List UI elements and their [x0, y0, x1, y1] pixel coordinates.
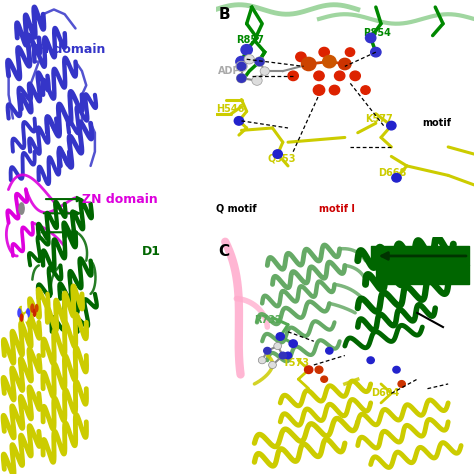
Circle shape [241, 45, 252, 55]
Circle shape [22, 304, 26, 312]
Circle shape [326, 347, 333, 354]
Circle shape [365, 33, 376, 43]
Circle shape [288, 71, 298, 81]
Text: K577: K577 [365, 113, 393, 124]
Text: D1: D1 [141, 245, 161, 258]
Text: R854: R854 [363, 28, 391, 38]
Circle shape [237, 73, 246, 83]
Text: Q553: Q553 [267, 154, 296, 164]
Text: C: C [218, 244, 229, 259]
Circle shape [338, 58, 351, 70]
Circle shape [236, 61, 247, 72]
Circle shape [284, 352, 292, 359]
Circle shape [398, 381, 405, 387]
Circle shape [279, 352, 286, 359]
Circle shape [273, 150, 283, 158]
Text: motif: motif [422, 118, 451, 128]
Circle shape [314, 71, 324, 81]
Text: T573: T573 [283, 357, 310, 368]
Circle shape [255, 58, 264, 66]
Circle shape [19, 203, 24, 214]
Circle shape [315, 366, 323, 374]
Circle shape [274, 342, 282, 350]
Circle shape [361, 86, 370, 94]
Text: D604: D604 [371, 388, 399, 399]
Circle shape [371, 47, 381, 57]
Circle shape [19, 313, 24, 322]
Text: D668: D668 [378, 168, 407, 178]
Circle shape [258, 357, 266, 364]
Text: WH domain: WH domain [25, 43, 105, 56]
Circle shape [255, 57, 265, 66]
Circle shape [35, 304, 38, 312]
Circle shape [367, 357, 374, 364]
Circle shape [323, 55, 336, 68]
Circle shape [276, 333, 284, 340]
Circle shape [301, 57, 316, 71]
Circle shape [260, 67, 269, 75]
Circle shape [346, 48, 355, 56]
Circle shape [269, 361, 276, 369]
Text: Q motif: Q motif [216, 203, 256, 214]
Circle shape [17, 308, 22, 318]
Circle shape [393, 366, 400, 373]
Circle shape [33, 309, 36, 317]
Circle shape [26, 308, 30, 318]
Circle shape [24, 313, 28, 322]
Circle shape [252, 76, 262, 85]
Text: B: B [218, 7, 230, 22]
Text: R857: R857 [237, 35, 264, 46]
Circle shape [296, 52, 306, 62]
Circle shape [237, 74, 246, 82]
Circle shape [329, 85, 340, 95]
Text: R732: R732 [255, 315, 282, 325]
Text: ADP: ADP [218, 66, 241, 76]
Circle shape [319, 47, 329, 57]
Circle shape [304, 366, 313, 374]
Circle shape [237, 63, 246, 71]
Circle shape [234, 117, 244, 125]
Circle shape [392, 173, 401, 182]
Circle shape [313, 85, 325, 95]
Circle shape [244, 55, 255, 64]
Circle shape [236, 56, 247, 67]
Circle shape [321, 376, 328, 382]
Circle shape [387, 121, 396, 130]
Circle shape [289, 340, 297, 347]
Circle shape [264, 347, 271, 354]
Circle shape [30, 303, 35, 313]
Text: ZN domain: ZN domain [82, 192, 158, 206]
Circle shape [350, 71, 360, 81]
Text: motif I: motif I [319, 203, 355, 214]
Circle shape [335, 71, 345, 81]
Text: H546: H546 [216, 104, 244, 114]
